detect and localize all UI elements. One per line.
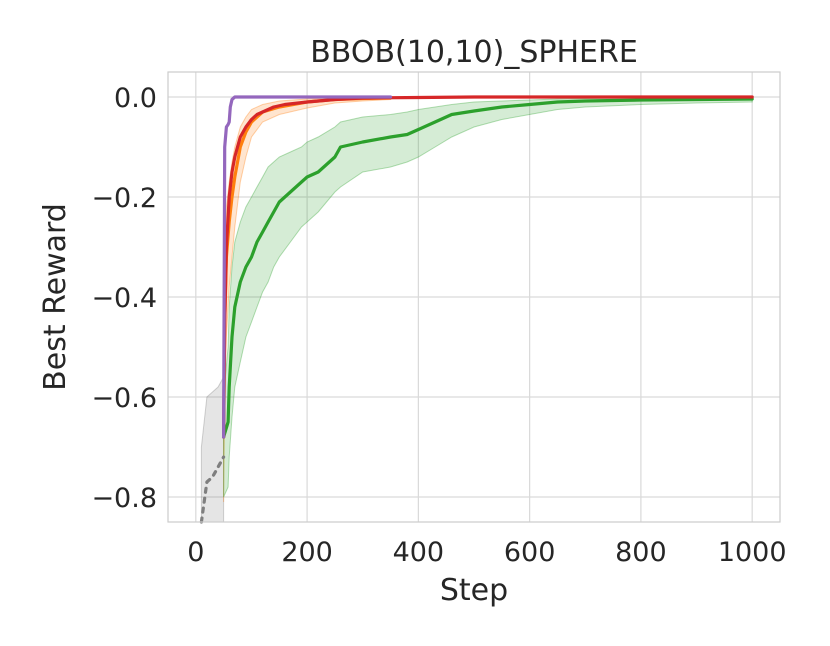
series-line-3 [222, 95, 754, 439]
series-line-2 [222, 97, 754, 439]
chart-title: BBOB(10,10)_SPHERE [310, 35, 638, 70]
series-lines [199, 95, 754, 524]
x-tick-label: 400 [393, 537, 445, 568]
y-tick-label: −0.2 [91, 183, 157, 214]
series-line-4 [222, 95, 393, 439]
plot-frame [167, 71, 781, 523]
x-tick-label: 600 [504, 537, 556, 568]
x-axis-label: Step [440, 573, 508, 608]
x-tick-label: 0 [187, 537, 204, 568]
y-tick-label: 0.0 [114, 83, 157, 114]
x-tick-label: 800 [615, 537, 667, 568]
series-band-2 [223, 96, 753, 498]
x-tick-label: 1000 [718, 537, 787, 568]
y-tick-label: −0.6 [91, 383, 157, 414]
x-tick-label: 200 [281, 537, 333, 568]
tick-labels: 0 200 400 600 800 1000 0.0 −0.2 −0.4 −0.6 −0.8 [91, 83, 786, 568]
y-tick-label: −0.4 [91, 283, 157, 314]
y-axis-label: Best Reward [38, 203, 73, 391]
grid [168, 72, 780, 522]
series-line-0 [199, 455, 226, 524]
y-tick-label: −0.8 [91, 483, 157, 514]
